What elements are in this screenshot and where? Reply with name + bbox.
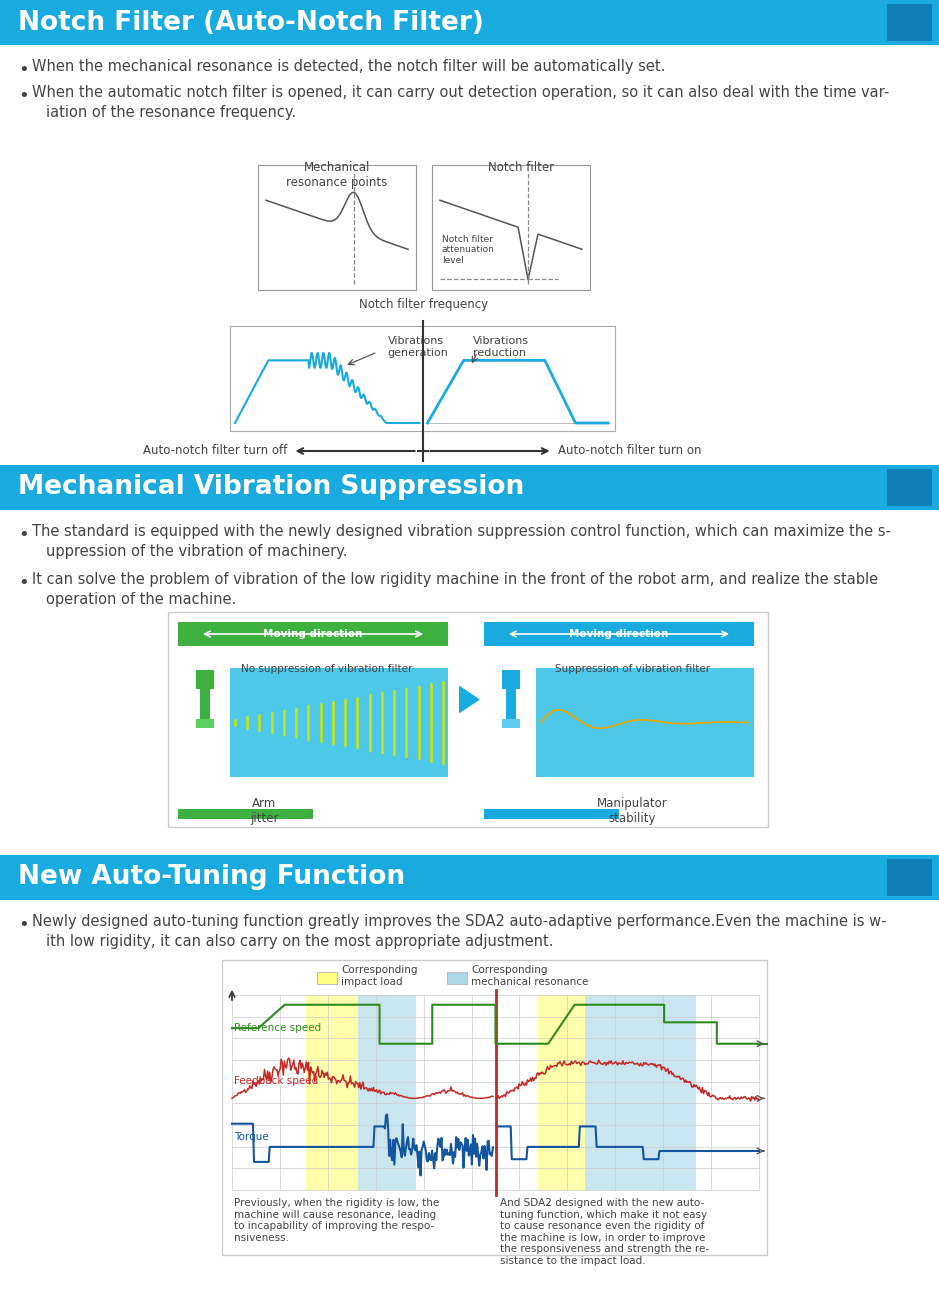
Text: Suppression of vibration filter: Suppression of vibration filter [555, 664, 710, 674]
Text: uppression of the vibration of machinery.: uppression of the vibration of machinery… [46, 544, 347, 559]
Text: Mechanical Vibration Suppression: Mechanical Vibration Suppression [18, 475, 524, 501]
Text: It can solve the problem of vibration of the low rigidity machine in the front o: It can solve the problem of vibration of… [32, 572, 878, 587]
Text: Arm
jitter: Arm jitter [250, 797, 279, 825]
Bar [585, 995, 696, 1190]
Text: Corresponding
impact load: Corresponding impact load [341, 965, 418, 986]
Text: The standard is equipped with the newly designed vibration suppression control f: The standard is equipped with the newly … [32, 525, 891, 539]
Text: Newly designed auto-tuning function greatly improves the SDA2 auto-adaptive perf: Newly designed auto-tuning function grea… [32, 914, 886, 929]
Bar [536, 668, 754, 777]
Text: When the automatic notch filter is opened, it can carry out detection operation,: When the automatic notch filter is opene… [32, 85, 889, 99]
Text: iation of the resonance frequency.: iation of the resonance frequency. [46, 105, 296, 120]
Bar [196, 719, 214, 727]
Text: When the mechanical resonance is detected, the notch filter will be automaticall: When the mechanical resonance is detecte… [32, 59, 666, 75]
Bar [317, 972, 337, 984]
Text: Corresponding
mechanical resonance: Corresponding mechanical resonance [471, 965, 589, 986]
Text: •: • [18, 526, 29, 544]
Bar [207, 670, 214, 689]
Text: Moving direction: Moving direction [569, 629, 669, 640]
Bar [200, 670, 210, 722]
Text: Notch filter
attenuation
level: Notch filter attenuation level [442, 235, 495, 264]
Text: Reference speed: Reference speed [234, 1023, 321, 1033]
Text: Torque: Torque [234, 1133, 269, 1142]
Text: New Auto-Tuning Function: New Auto-Tuning Function [18, 865, 405, 891]
Text: Notch Filter (Auto-Notch Filter): Notch Filter (Auto-Notch Filter) [18, 9, 484, 35]
Bar [178, 623, 448, 646]
Bar [168, 612, 768, 827]
Bar [196, 670, 203, 689]
Text: Notch filter frequency: Notch filter frequency [360, 298, 488, 311]
Bar [359, 995, 417, 1190]
Text: Vibrations
generation: Vibrations generation [388, 336, 449, 357]
Bar [222, 960, 767, 1254]
Bar [258, 165, 416, 290]
Bar [178, 810, 313, 819]
Bar [538, 995, 585, 1190]
Text: •: • [18, 88, 29, 105]
Text: •: • [18, 61, 29, 78]
Text: And SDA2 designed with the new auto-
tuning function, which make it not easy
to : And SDA2 designed with the new auto- tun… [500, 1198, 710, 1266]
Bar [513, 670, 520, 689]
Text: Notch filter: Notch filter [488, 161, 554, 174]
Bar [506, 670, 516, 722]
Bar [887, 859, 932, 896]
Text: Mechanical
resonance points: Mechanical resonance points [286, 161, 388, 188]
Bar [0, 855, 939, 900]
Text: •: • [18, 916, 29, 934]
Text: No suppression of vibration filter: No suppression of vibration filter [240, 664, 412, 674]
Bar [230, 326, 615, 432]
Bar [887, 4, 932, 41]
Text: ith low rigidity, it can also carry on the most appropriate adjustment.: ith low rigidity, it can also carry on t… [46, 934, 553, 950]
Text: Auto-notch filter turn off: Auto-notch filter turn off [144, 445, 287, 458]
Text: Moving direction: Moving direction [263, 629, 362, 640]
Text: Manipulator
stability: Manipulator stability [597, 797, 668, 825]
Text: •: • [18, 574, 29, 593]
Bar [432, 165, 590, 290]
Text: Feedback speed: Feedback speed [234, 1075, 318, 1086]
Bar [447, 972, 467, 984]
Bar [0, 466, 939, 510]
Bar [230, 668, 448, 777]
Bar [306, 995, 359, 1190]
Bar [484, 810, 619, 819]
Text: operation of the machine.: operation of the machine. [46, 593, 237, 607]
Text: Vibrations
reduction: Vibrations reduction [472, 336, 529, 357]
Text: Previously, when the rigidity is low, the
machine will cause resonance, leading
: Previously, when the rigidity is low, th… [234, 1198, 439, 1243]
Bar [502, 670, 509, 689]
Text: Auto-notch filter turn on: Auto-notch filter turn on [558, 445, 701, 458]
Bar [484, 623, 754, 646]
Bar [0, 0, 939, 44]
Bar [887, 470, 932, 506]
Bar [502, 719, 520, 727]
Polygon shape [459, 685, 480, 713]
